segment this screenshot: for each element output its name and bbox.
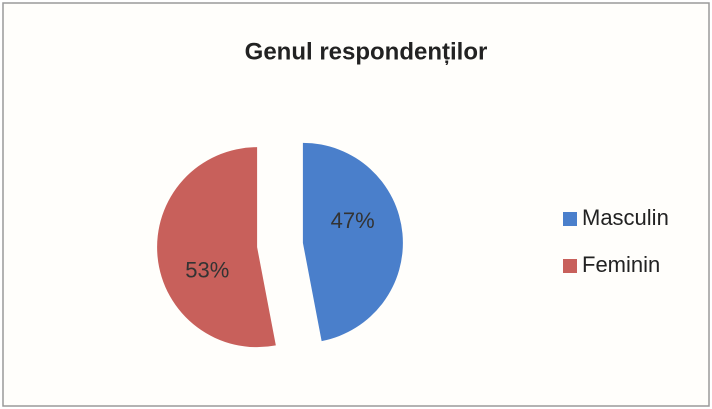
pie-slice: [302, 142, 403, 342]
legend-swatch: [563, 259, 577, 273]
data-label: 53%: [185, 258, 229, 283]
legend-label: Feminin: [582, 252, 660, 277]
legend-swatch: [563, 212, 577, 226]
legend-label: Masculin: [582, 205, 669, 230]
pie-slice: [157, 147, 276, 348]
chart-title: Genul respondenților: [245, 38, 488, 65]
data-label: 47%: [331, 208, 375, 233]
